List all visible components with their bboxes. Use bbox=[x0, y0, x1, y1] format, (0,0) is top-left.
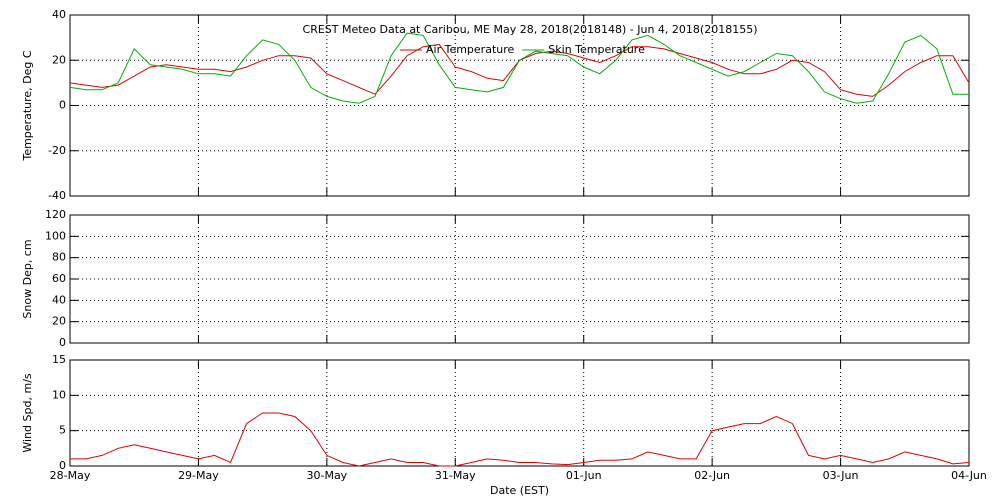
y-tick-label: 20 bbox=[52, 53, 66, 66]
y-tick-label: 20 bbox=[52, 315, 66, 328]
y-tick-label: 40 bbox=[52, 293, 66, 306]
y-tick-label: 80 bbox=[52, 251, 66, 264]
x-tick-label: 03-Jun bbox=[823, 469, 859, 482]
data-line bbox=[69, 32, 969, 104]
x-tick-label: 29-May bbox=[178, 469, 219, 482]
y-axis-label: Temperature, Deg C bbox=[21, 50, 34, 161]
y-tick-label: 0 bbox=[59, 336, 66, 349]
data-line bbox=[70, 412, 970, 467]
y-tick-label: -20 bbox=[48, 144, 66, 157]
plot-frame bbox=[69, 359, 970, 467]
legend-label: Air Temperature bbox=[426, 43, 515, 56]
x-axis-label: Date (EST) bbox=[490, 484, 549, 497]
y-tick-label: 10 bbox=[52, 388, 66, 401]
y-tick-label: 15 bbox=[52, 353, 66, 366]
y-tick-label: 5 bbox=[59, 424, 66, 437]
x-tick-label: 31-May bbox=[435, 469, 476, 482]
y-tick-label: 120 bbox=[45, 208, 66, 221]
y-tick-label: 40 bbox=[52, 8, 66, 21]
x-tick-label: 30-May bbox=[306, 469, 347, 482]
chart-title: CREST Meteo Data at Caribou, ME May 28, … bbox=[303, 23, 758, 36]
y-axis-label: Snow Dep, cm bbox=[21, 239, 34, 318]
x-tick-label: 01-Jun bbox=[566, 469, 602, 482]
y-tick-label: 60 bbox=[52, 272, 66, 285]
y-axis-label: Wind Spd, m/s bbox=[21, 373, 34, 453]
y-tick-label: 0 bbox=[59, 459, 66, 472]
x-tick-label: 02-Jun bbox=[694, 469, 730, 482]
legend-label: Skin Temperature bbox=[548, 43, 645, 56]
x-tick-label: 28-May bbox=[50, 469, 91, 482]
y-tick-label: -40 bbox=[48, 189, 66, 202]
data-line bbox=[69, 43, 970, 97]
x-tick-label: 04-Jun bbox=[951, 469, 987, 482]
y-tick-label: 100 bbox=[45, 229, 66, 242]
y-tick-label: 0 bbox=[59, 99, 66, 112]
